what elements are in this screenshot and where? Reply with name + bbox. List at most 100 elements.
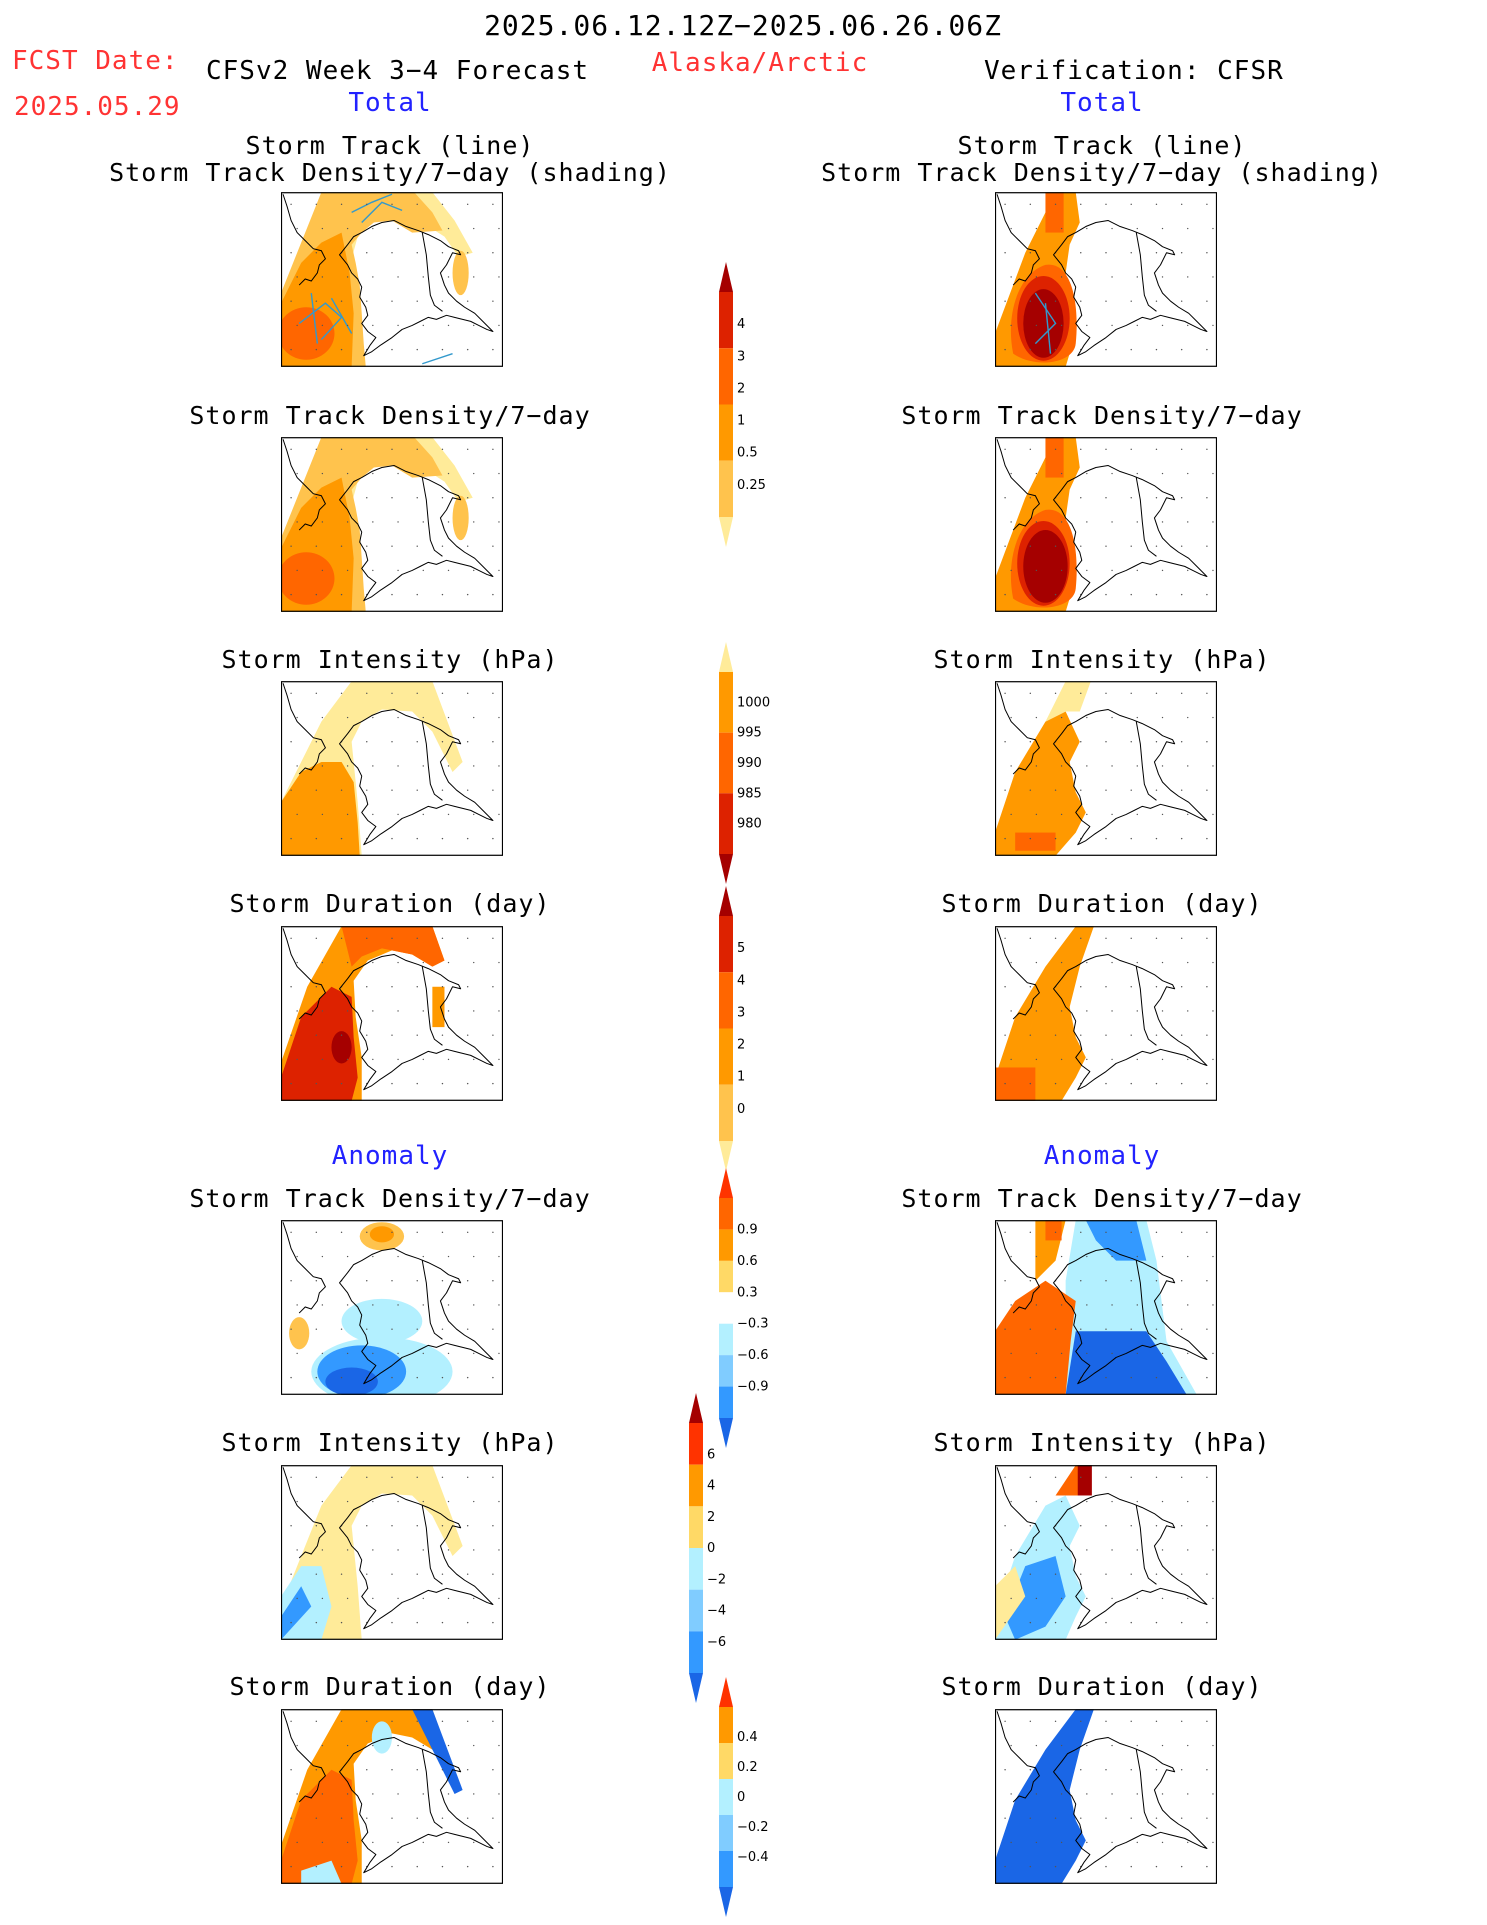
alaska-coastline: [1053, 219, 1208, 357]
colorbar-tick-label: 3: [737, 1005, 745, 1020]
colorbar-swatch: [689, 1589, 703, 1632]
colorbar-swatch: [719, 404, 733, 461]
russia-coastline: [996, 194, 1041, 286]
colorbar-arrow-bottom: [689, 1673, 703, 1703]
russia-coastline: [282, 1467, 327, 1559]
colorbar-arrow-top: [719, 886, 733, 916]
colorbar-tick-label: −0.4: [737, 1850, 769, 1865]
canada-border: [1135, 721, 1157, 801]
colorbar-tick-label: −0.6: [737, 1348, 769, 1363]
canada-border: [421, 721, 443, 801]
colorbar-tick-label: 1000: [737, 695, 770, 710]
colorbar-tick-label: 995: [737, 726, 762, 741]
map-density-anomaly-verification: [995, 1220, 1217, 1395]
shaded-region: [1045, 192, 1064, 233]
shaded-region: [281, 307, 335, 360]
graticule-dots: [290, 448, 500, 596]
map-frame: [995, 1709, 1217, 1884]
russia-coastline: [282, 1711, 327, 1803]
shaded-region: [1065, 1331, 1187, 1395]
map-frame: [995, 926, 1217, 1101]
panel-title-intensity-anom-left: Storm Intensity (hPa): [221, 1428, 559, 1457]
colorbar-swatch: [719, 1084, 733, 1141]
colorbar-tick-label: −0.9: [737, 1380, 769, 1395]
colorbar-tick-label: 1: [737, 1070, 745, 1085]
model-title: CFSv2 Week 3−4 Forecast: [206, 56, 590, 86]
map-track-line-verification: [995, 192, 1217, 367]
fcst-date-label: FCST Date:: [12, 46, 179, 76]
colorbar-swatch: [719, 1707, 733, 1743]
colorbar-swatch: [719, 460, 733, 517]
map-frame: [281, 681, 503, 856]
canada-border: [421, 477, 443, 557]
shaded-region: [412, 1709, 463, 1794]
storm-track-lines: [298, 193, 453, 365]
colorbar-tick-label: 0.5: [737, 446, 758, 461]
colorbar-tick-label: 0.6: [737, 1254, 758, 1269]
russia-coastline: [282, 928, 327, 1020]
total-right-label: Total: [1060, 88, 1144, 118]
alaska-coastline: [1053, 1492, 1208, 1630]
colorbar-arrow-bottom: [719, 1418, 733, 1448]
panel-title-density-anom-left: Storm Track Density/7−day: [189, 1184, 591, 1213]
colorbar-swatch: [719, 732, 733, 794]
date-range-title: 2025.06.12.12Z−2025.06.26.06Z: [484, 9, 1002, 42]
graticule-dots: [290, 1476, 500, 1624]
map-duration-anomaly-verification: [995, 1709, 1217, 1884]
colorbar-swatch: [689, 1631, 703, 1673]
graticule-dots: [1004, 937, 1214, 1085]
map-frame: [281, 1220, 503, 1395]
colorbar-swatch: [719, 1292, 733, 1324]
shaded-region-north: [341, 1298, 423, 1344]
shaded-region: [995, 711, 1086, 856]
russia-coastline: [282, 194, 327, 286]
map-density-forecast: [281, 437, 503, 612]
alaska-coastline: [339, 953, 494, 1091]
shaded-region-east: [432, 986, 445, 1028]
colorbar-tick-label: 4: [707, 1479, 715, 1494]
panel-title-density-right: Storm Track Density/7−day: [901, 401, 1303, 430]
graticule-dots: [290, 1720, 500, 1868]
shaded-region: [1085, 1220, 1147, 1261]
graticule-dots: [1004, 1720, 1214, 1868]
shaded-region: [1015, 832, 1056, 851]
colorbar-arrow-bottom: [719, 1887, 733, 1917]
shaded-region: [1045, 681, 1091, 722]
region-title: Alaska/Arctic: [651, 48, 869, 78]
map-frame: [281, 1465, 503, 1640]
colorbar-swatch: [719, 1229, 733, 1261]
colorbar-tick-label: 0.2: [737, 1760, 758, 1775]
storm-track-lines: [1034, 292, 1057, 354]
shaded-region: [1045, 1220, 1062, 1241]
panel-title-duration-left: Storm Duration (day): [229, 889, 551, 918]
colorbar-tick-label: −6: [707, 1635, 726, 1650]
colorbar-tick-label: 0: [707, 1541, 715, 1556]
canada-border: [1135, 1260, 1157, 1340]
colorbar-arrow-bottom: [719, 1141, 733, 1171]
colorbar-swatch: [689, 1548, 703, 1590]
colorbar-arrow-top: [719, 1677, 733, 1707]
shaded-region: [301, 1860, 342, 1884]
shaded-region: [1077, 1465, 1092, 1496]
panel-title-duration-anom-right: Storm Duration (day): [941, 1672, 1263, 1701]
graticule-dots: [290, 692, 500, 840]
colorbar-density-anomaly: 0.9 0.6 0.3 −0.3 −0.6 −0.9: [719, 1168, 769, 1448]
shaded-region-negative: [371, 1721, 392, 1754]
canada-border: [1135, 232, 1157, 312]
russia-coastline: [282, 683, 327, 775]
colorbar-swatch: [719, 1260, 733, 1293]
russia-coastline: [996, 1222, 1041, 1314]
colorbar-intensity-total: 1000 995 990 985 980: [719, 642, 770, 884]
colorbar-swatch: [719, 292, 733, 349]
canada-border: [1135, 1749, 1157, 1829]
total-left-label: Total: [348, 88, 432, 118]
map-density-anomaly-forecast: [281, 1220, 503, 1395]
colorbar-swatch: [719, 1198, 733, 1230]
graticule-dots: [290, 937, 500, 1085]
russia-coastline: [996, 683, 1041, 775]
colorbar-tick-label: 2: [737, 381, 745, 396]
alaska-coastline: [1053, 708, 1208, 846]
colorbar-duration-anomaly: 0.4 0.2 0 −0.2 −0.4: [719, 1677, 769, 1917]
graticule-dots: [1004, 1231, 1214, 1379]
map-frame: [281, 437, 503, 612]
